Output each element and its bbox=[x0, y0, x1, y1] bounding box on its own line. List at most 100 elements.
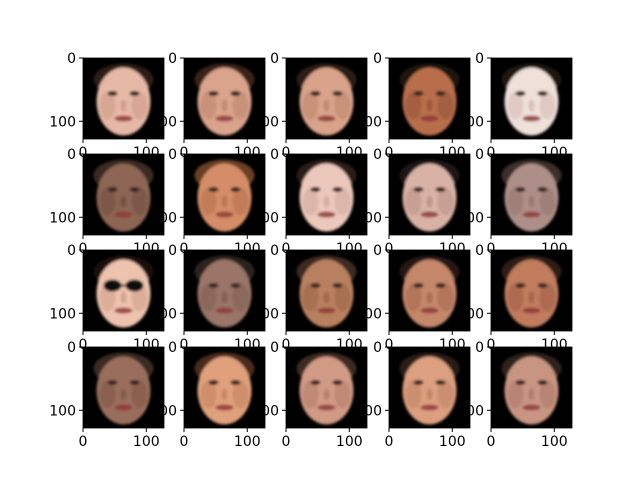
y-tick-label: 0 bbox=[270, 243, 279, 259]
panel-frame bbox=[82, 249, 165, 332]
y-tick-label: 0 bbox=[475, 340, 484, 356]
y-tick-label: 100 bbox=[252, 114, 279, 130]
y-tick-label: 100 bbox=[457, 114, 484, 130]
x-tick-label: 0 bbox=[180, 241, 189, 257]
panel-frame bbox=[285, 249, 368, 332]
x-tick-label: 0 bbox=[385, 241, 394, 257]
y-tick-label: 100 bbox=[49, 306, 76, 322]
panel-frame bbox=[82, 57, 165, 140]
y-tick-label: 0 bbox=[67, 340, 76, 356]
x-tick-label: 0 bbox=[180, 434, 189, 450]
y-tick-label: 0 bbox=[67, 243, 76, 259]
y-tick-label: 0 bbox=[475, 51, 484, 67]
x-tick-label: 0 bbox=[385, 145, 394, 161]
x-tick-label: 0 bbox=[180, 337, 189, 353]
panel-frame bbox=[285, 153, 368, 236]
x-tick-label: 100 bbox=[439, 434, 466, 450]
y-tick-label: 100 bbox=[457, 306, 484, 322]
x-tick-label: 0 bbox=[180, 145, 189, 161]
y-tick-label: 100 bbox=[355, 210, 382, 226]
panel-frame bbox=[388, 249, 471, 332]
y-tick-label: 100 bbox=[252, 210, 279, 226]
y-tick-label: 100 bbox=[355, 403, 382, 419]
x-tick-label: 0 bbox=[385, 434, 394, 450]
x-tick-label: 100 bbox=[541, 434, 568, 450]
panel-frame bbox=[388, 57, 471, 140]
panel-frame bbox=[285, 346, 368, 429]
x-tick-label: 0 bbox=[487, 337, 496, 353]
y-tick-label: 0 bbox=[270, 340, 279, 356]
panel-frame bbox=[490, 153, 573, 236]
y-tick-label: 100 bbox=[150, 114, 177, 130]
y-tick-label: 0 bbox=[168, 51, 177, 67]
y-tick-label: 100 bbox=[150, 403, 177, 419]
panel-frame bbox=[82, 153, 165, 236]
panel-frame bbox=[82, 346, 165, 429]
y-tick-label: 0 bbox=[168, 243, 177, 259]
panel-frame bbox=[183, 346, 266, 429]
y-tick-label: 0 bbox=[67, 51, 76, 67]
x-tick-label: 0 bbox=[487, 241, 496, 257]
panel-frame bbox=[285, 57, 368, 140]
y-tick-label: 0 bbox=[373, 243, 382, 259]
y-tick-label: 0 bbox=[373, 51, 382, 67]
y-tick-label: 0 bbox=[270, 51, 279, 67]
y-tick-label: 0 bbox=[373, 340, 382, 356]
x-tick-label: 100 bbox=[133, 434, 160, 450]
panel-frame bbox=[388, 153, 471, 236]
x-tick-label: 0 bbox=[282, 337, 291, 353]
x-tick-label: 100 bbox=[336, 434, 363, 450]
panel-frame bbox=[183, 153, 266, 236]
x-tick-label: 0 bbox=[79, 241, 88, 257]
y-tick-label: 100 bbox=[150, 210, 177, 226]
y-tick-label: 100 bbox=[49, 210, 76, 226]
y-tick-label: 0 bbox=[475, 147, 484, 163]
y-tick-label: 100 bbox=[49, 403, 76, 419]
y-tick-label: 0 bbox=[373, 147, 382, 163]
panel-frame bbox=[183, 57, 266, 140]
x-tick-label: 0 bbox=[282, 145, 291, 161]
x-tick-label: 0 bbox=[385, 337, 394, 353]
x-tick-label: 0 bbox=[487, 434, 496, 450]
y-tick-label: 100 bbox=[355, 114, 382, 130]
panel-frame bbox=[490, 346, 573, 429]
y-tick-label: 100 bbox=[150, 306, 177, 322]
y-tick-label: 100 bbox=[355, 306, 382, 322]
x-tick-label: 0 bbox=[79, 434, 88, 450]
x-tick-label: 0 bbox=[79, 337, 88, 353]
panel-frame bbox=[388, 346, 471, 429]
y-tick-label: 0 bbox=[475, 243, 484, 259]
panel-frame bbox=[490, 57, 573, 140]
x-tick-label: 0 bbox=[79, 145, 88, 161]
y-tick-label: 0 bbox=[168, 340, 177, 356]
x-tick-label: 100 bbox=[234, 434, 261, 450]
x-tick-label: 0 bbox=[487, 145, 496, 161]
y-tick-label: 100 bbox=[457, 403, 484, 419]
panel-frame bbox=[183, 249, 266, 332]
y-tick-label: 100 bbox=[49, 114, 76, 130]
y-tick-label: 0 bbox=[67, 147, 76, 163]
y-tick-label: 100 bbox=[457, 210, 484, 226]
y-tick-label: 100 bbox=[252, 403, 279, 419]
x-tick-label: 0 bbox=[282, 434, 291, 450]
